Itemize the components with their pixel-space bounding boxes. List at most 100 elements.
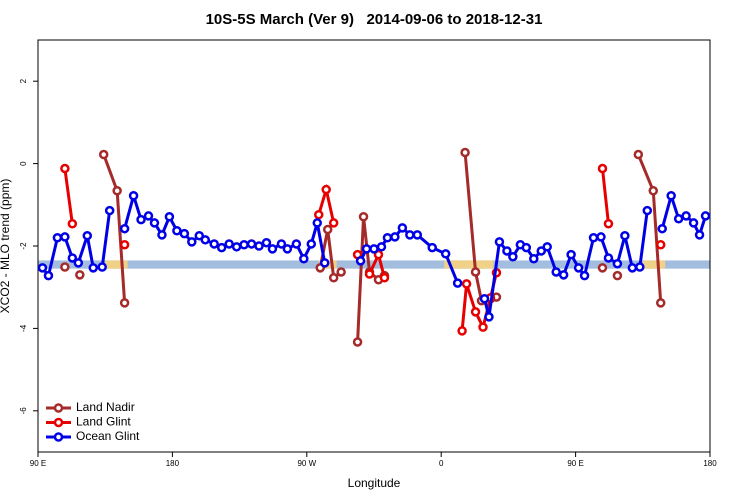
legend-marker: [53, 403, 64, 413]
data-point: [276, 239, 287, 249]
data-point: [98, 149, 109, 160]
x-tick-label: 0: [439, 459, 444, 468]
data-point: [136, 214, 146, 225]
data-point: [666, 190, 676, 201]
y-tick-label: -2: [19, 242, 28, 250]
data-point: [37, 263, 48, 273]
data-point: [209, 239, 219, 249]
data-point: [361, 244, 372, 254]
data-point: [673, 214, 684, 224]
data-point: [633, 149, 644, 160]
data-point: [358, 211, 369, 222]
data-point: [119, 240, 130, 250]
data-point: [119, 223, 130, 234]
data-point: [397, 223, 408, 233]
data-point: [597, 263, 608, 273]
data-point: [379, 272, 390, 283]
data-point: [143, 211, 154, 221]
data-point: [128, 190, 139, 201]
data-point: [655, 298, 666, 308]
band-highlight: [444, 260, 494, 269]
x-tick-label: 90 E: [30, 459, 46, 468]
data-point: [542, 242, 552, 252]
data-point: [412, 230, 423, 240]
data-point: [460, 147, 470, 158]
data-point: [328, 272, 339, 283]
data-point: [60, 163, 70, 174]
data-point: [390, 232, 400, 242]
data-point: [319, 258, 330, 268]
data-point: [172, 226, 182, 236]
data-point: [88, 263, 99, 273]
data-point: [239, 240, 249, 250]
legend-marker: [53, 432, 64, 442]
data-point: [470, 267, 481, 277]
data-point: [603, 253, 614, 263]
data-point: [149, 218, 160, 228]
data-point: [336, 267, 346, 277]
data-point: [246, 239, 257, 249]
data-point: [60, 262, 70, 272]
data-point: [306, 239, 317, 249]
legend-label: Land Nadir: [76, 400, 135, 414]
data-point: [43, 270, 54, 281]
data-point: [700, 211, 711, 221]
data-point: [194, 230, 205, 241]
data-point: [452, 278, 463, 288]
data-point: [612, 270, 623, 281]
data-point: [551, 267, 561, 277]
data-point: [461, 279, 472, 289]
data-point: [328, 218, 339, 228]
data-point: [440, 249, 451, 259]
data-point: [627, 263, 638, 273]
x-tick-label: 180: [166, 459, 180, 468]
data-point: [470, 307, 481, 317]
data-point: [355, 256, 366, 266]
data-point: [648, 186, 659, 196]
data-point: [536, 246, 547, 256]
band-highlight: [642, 260, 666, 269]
data-point: [82, 230, 93, 241]
data-point: [573, 263, 584, 273]
data-point: [60, 232, 70, 242]
data-point: [312, 218, 323, 228]
data-point: [508, 251, 518, 262]
data-point: [655, 240, 666, 250]
data-point: [478, 322, 488, 332]
data-point: [73, 258, 84, 268]
data-point: [369, 244, 379, 254]
chart-title: 10S-5S March (Ver 9) 2014-09-06 to 2018-…: [206, 11, 543, 28]
y-tick-label: -4: [19, 324, 28, 332]
data-point: [376, 242, 387, 252]
data-point: [291, 239, 302, 249]
data-point: [267, 244, 278, 254]
data-point: [405, 230, 415, 240]
data-point: [588, 233, 599, 243]
data-point: [282, 244, 293, 254]
data-point: [479, 293, 490, 304]
data-point: [688, 218, 699, 228]
data-point: [620, 230, 630, 241]
data-point: [494, 237, 505, 247]
data-point: [104, 205, 115, 216]
data-point: [179, 228, 190, 239]
data-point: [216, 242, 227, 253]
data-point: [313, 209, 324, 220]
data-point: [642, 205, 653, 216]
data-point: [67, 219, 78, 229]
data-point: [529, 254, 539, 264]
data-point: [261, 237, 272, 248]
data-point: [97, 262, 107, 272]
y-tick-label: 2: [19, 78, 28, 83]
data-point: [373, 249, 384, 260]
data-point: [694, 230, 705, 240]
data-point: [657, 223, 667, 234]
data-point: [597, 163, 608, 174]
data-point: [579, 270, 590, 281]
data-point: [67, 253, 78, 263]
data-point: [231, 242, 242, 252]
data-point: [224, 239, 234, 249]
data-point: [364, 269, 375, 279]
data-point: [322, 224, 333, 235]
data-point: [321, 184, 331, 195]
